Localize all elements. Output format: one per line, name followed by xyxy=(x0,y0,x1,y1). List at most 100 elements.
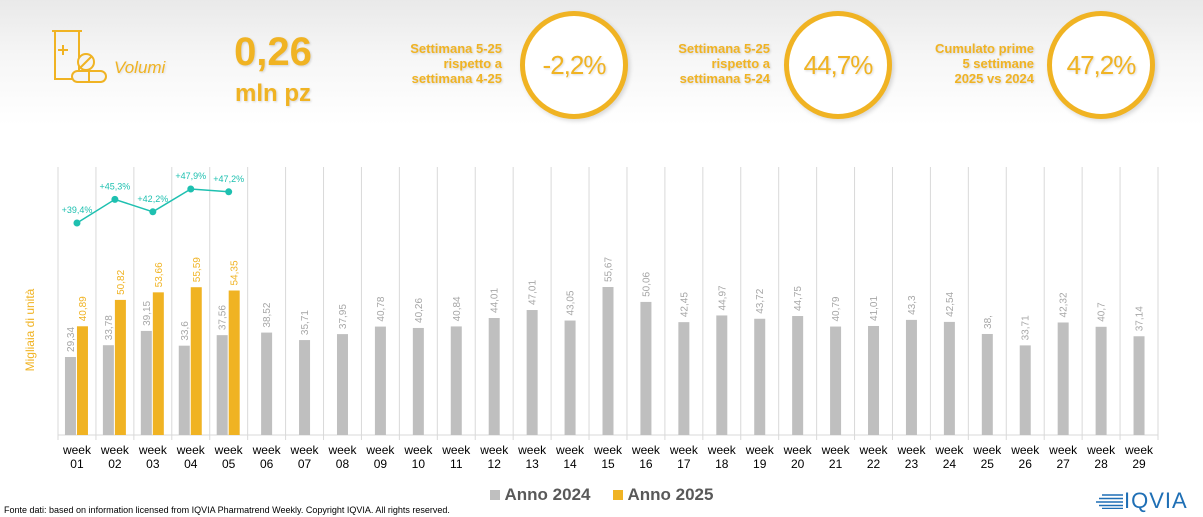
x-tick-label: week xyxy=(403,443,433,457)
bar-2024 xyxy=(716,315,728,435)
data-label-2024: 41,01 xyxy=(869,296,880,321)
iqvia-logo: IQVIA xyxy=(1096,490,1188,512)
x-tick-label: 06 xyxy=(260,457,274,470)
bar-2024 xyxy=(830,326,842,435)
chart-legend: Anno 2024 Anno 2025 xyxy=(0,485,1203,505)
x-tick-label: week xyxy=(252,443,282,457)
bar-2024 xyxy=(64,356,76,435)
comparison-circle-week-vs-last-year: 44,7% xyxy=(784,11,892,119)
x-tick-label: 24 xyxy=(943,457,957,470)
growth-label: +47,9% xyxy=(175,171,206,181)
bar-2025 xyxy=(190,287,202,435)
bar-2024 xyxy=(981,333,993,435)
data-label-2024: 43,72 xyxy=(755,288,766,313)
x-tick-label: week xyxy=(669,443,699,457)
data-label-2024: 43,3 xyxy=(907,295,918,315)
x-tick-label: week xyxy=(707,443,737,457)
bar-2024 xyxy=(102,345,114,435)
bar-2024 xyxy=(1095,326,1107,435)
x-tick-label: 28 xyxy=(1094,457,1108,470)
medicine-pills-icon xyxy=(52,30,107,83)
comparison-line: Settimana 5-25 xyxy=(410,41,502,56)
data-label-2024: 40,26 xyxy=(414,298,425,323)
data-label-2024: 33,78 xyxy=(104,315,115,340)
growth-label: +47,2% xyxy=(213,174,244,184)
bar-2024 xyxy=(526,310,538,435)
weekly-volume-chart: 29,3440,89week0133,7850,82week0239,1553,… xyxy=(57,167,1159,470)
data-label-2025: 53,66 xyxy=(154,262,165,287)
x-tick-label: 12 xyxy=(488,457,502,470)
bar-2025 xyxy=(76,326,88,435)
data-label-2024: 40,7 xyxy=(1097,302,1108,322)
bar-2024 xyxy=(792,316,804,435)
x-tick-label: week xyxy=(1124,443,1154,457)
x-tick-label: week xyxy=(972,443,1002,457)
x-tick-label: 27 xyxy=(1056,457,1070,470)
x-tick-label: week xyxy=(593,443,623,457)
bar-2024 xyxy=(374,326,386,435)
data-label-2025: 55,59 xyxy=(192,257,203,282)
growth-point xyxy=(149,208,157,216)
x-tick-label: 05 xyxy=(222,457,236,470)
comparison-line: 2025 vs 2024 xyxy=(954,71,1034,86)
kpi-label: Volumi xyxy=(114,58,166,77)
data-label-2024: 42,32 xyxy=(1059,292,1070,317)
x-tick-label: 14 xyxy=(563,457,577,470)
growth-point xyxy=(225,188,233,196)
x-tick-label: 10 xyxy=(412,457,426,470)
data-label-2025: 54,35 xyxy=(230,260,241,285)
legend-label-2025: Anno 2025 xyxy=(627,485,714,504)
x-tick-label: 01 xyxy=(70,457,84,470)
bar-2024 xyxy=(140,330,152,435)
bar-2024 xyxy=(754,318,766,435)
data-label-2024: 40,78 xyxy=(376,296,387,321)
bar-2024 xyxy=(178,345,190,435)
x-tick-label: week xyxy=(100,443,130,457)
data-label-2025: 50,82 xyxy=(116,269,127,294)
comparison-line: Settimana 5-25 xyxy=(678,41,770,56)
comparison-text-week-vs-previous: Settimana 5-25 rispetto a settimana 4-25 xyxy=(372,41,502,86)
growth-label: +45,3% xyxy=(100,181,131,191)
x-tick-label: 15 xyxy=(601,457,615,470)
legend-label-2024: Anno 2024 xyxy=(504,485,591,504)
data-label-2024: 39,15 xyxy=(142,300,153,325)
x-tick-label: 07 xyxy=(298,457,312,470)
x-tick-label: week xyxy=(896,443,926,457)
x-tick-label: week xyxy=(62,443,92,457)
x-tick-label: week xyxy=(290,443,320,457)
x-tick-label: 23 xyxy=(905,457,919,470)
growth-point xyxy=(73,219,81,227)
bar-2024 xyxy=(905,319,917,435)
comparison-line: rispetto a xyxy=(711,56,770,71)
x-tick-label: week xyxy=(631,443,661,457)
data-label-2025: 40,89 xyxy=(78,296,89,321)
x-tick-label: week xyxy=(327,443,357,457)
x-tick-label: 29 xyxy=(1132,457,1146,470)
legend-item-2024: Anno 2024 xyxy=(489,485,591,505)
data-label-2024: 37,95 xyxy=(338,304,349,329)
x-tick-label: 22 xyxy=(867,457,881,470)
bar-2024 xyxy=(261,332,273,435)
x-tick-label: 18 xyxy=(715,457,729,470)
bar-2024 xyxy=(1019,345,1031,435)
x-tick-label: week xyxy=(821,443,851,457)
legend-swatch-2025 xyxy=(612,490,623,500)
x-tick-label: week xyxy=(214,443,244,457)
x-tick-label: 02 xyxy=(108,457,122,470)
data-label-2024: 42,45 xyxy=(679,292,690,317)
data-label-2024: 38, xyxy=(983,315,994,329)
x-tick-label: 21 xyxy=(829,457,843,470)
data-label-2024: 44,97 xyxy=(717,285,728,310)
x-tick-label: week xyxy=(1048,443,1078,457)
source-footnote: Fonte dati: based on information license… xyxy=(4,505,450,515)
data-label-2024: 44,75 xyxy=(793,286,804,311)
x-tick-label: 09 xyxy=(374,457,388,470)
comparison-circle-cumulative: 47,2% xyxy=(1047,11,1155,119)
data-label-2024: 37,56 xyxy=(218,305,229,330)
data-label-2024: 33,6 xyxy=(180,321,191,341)
legend-swatch-2024 xyxy=(489,490,500,500)
x-tick-label: 08 xyxy=(336,457,350,470)
x-tick-label: week xyxy=(517,443,547,457)
bar-2024 xyxy=(216,335,228,435)
comparison-line: settimana 4-25 xyxy=(411,71,502,86)
